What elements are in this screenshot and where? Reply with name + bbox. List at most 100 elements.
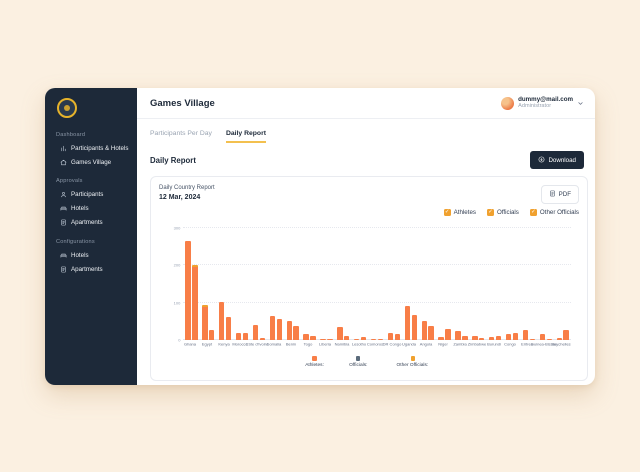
bar-segment-athletes (209, 329, 215, 340)
bar-segment-athletes (522, 329, 529, 340)
x-axis-label: Burundi (486, 342, 501, 347)
tab-daily-report[interactable]: Daily Report (225, 130, 266, 143)
x-axis-label: Kenya (217, 342, 230, 347)
country-group-morocco: Morocco (233, 228, 251, 347)
sidebar-item-participants[interactable]: Participants (55, 187, 133, 201)
bar (479, 337, 485, 340)
bar (522, 329, 529, 340)
sidebar-section-label: Dashboard (56, 132, 86, 138)
bar-segment-athletes (354, 338, 360, 340)
gridline-100: 100 (173, 300, 571, 305)
sidebar-item-hotels[interactable]: Hotels (55, 202, 133, 216)
bar (303, 334, 309, 340)
checkbox-checked-icon[interactable]: ✓ (443, 209, 451, 216)
bar-segment-athletes (252, 324, 259, 340)
bar (394, 334, 401, 340)
bar-segment-athletes (438, 337, 444, 340)
country-group-togo: Togo (301, 228, 318, 347)
bar (320, 338, 326, 340)
user-email: dummy@mail.com (518, 95, 573, 103)
games-logo-icon (57, 98, 77, 118)
hotel-icon (60, 252, 67, 259)
sidebar: Dashboard Participants & Hotels Games Vill… (45, 88, 137, 385)
gridline-300: 300 (173, 226, 571, 230)
sidebar-item-games-village[interactable]: Games Village (55, 155, 133, 169)
apartment-icon (60, 219, 67, 226)
pdf-button[interactable]: PDF (540, 185, 579, 204)
sidebar-item-label: Participants (71, 190, 104, 198)
user-menu[interactable]: dummy@mail.com Administrator (501, 94, 584, 112)
card-date: 12 Mar, 2024 (159, 193, 201, 201)
bar-segment-athletes (259, 338, 266, 340)
bar (219, 302, 225, 340)
filter-officials[interactable]: ✓ Officials (487, 209, 519, 216)
bar (411, 314, 417, 340)
x-axis-label: Congo (504, 342, 517, 347)
bar-segment-athletes (377, 339, 384, 340)
legend-swatch (312, 356, 317, 361)
x-axis-label: Côte d'Ivoire (246, 342, 269, 347)
bar-segment-athletes (512, 332, 519, 340)
filter-label: Other Officials (539, 209, 579, 216)
x-axis-label: Benin (285, 342, 297, 347)
bar (512, 332, 519, 340)
bar (242, 333, 249, 340)
bar-segment-athletes (310, 336, 316, 340)
country-group-congo: Congo (504, 228, 521, 347)
gridline-200: 200 (173, 263, 571, 268)
filter-label: Officials (497, 209, 519, 216)
bar-segment-athletes (185, 241, 191, 340)
chevron-down-icon[interactable] (577, 94, 584, 112)
filter-other-officials[interactable]: ✓ Other Officials (529, 209, 579, 216)
country-group-burundi: Burundi (487, 228, 504, 347)
checkbox-checked-icon[interactable]: ✓ (487, 209, 494, 216)
sidebar-item-apartments[interactable]: Apartments (55, 216, 133, 230)
filter-athletes[interactable]: ✓ Athletes (443, 209, 476, 216)
country-group-eritrea: Eritrea (521, 228, 538, 347)
bar (387, 332, 394, 340)
sidebar-item-participants-hotels[interactable]: Participants & Hotels (55, 141, 133, 155)
bar (225, 316, 232, 340)
country-group-benin: Benin (284, 228, 301, 347)
bar-segment-athletes (235, 332, 242, 340)
sidebar-item-apartments[interactable]: Apartments (55, 262, 133, 276)
bar-segment-athletes (479, 337, 485, 340)
bar-segment-athletes (421, 321, 427, 340)
tab-participants-per-day[interactable]: Participants Per Day (150, 130, 212, 137)
checkbox-checked-icon[interactable]: ✓ (529, 209, 537, 216)
bar-segment-athletes (320, 338, 326, 340)
y-axis-tick: 200 (173, 263, 180, 268)
user-role: Administrator (518, 103, 552, 110)
bar (360, 337, 367, 340)
x-axis-label: Ghana (183, 342, 196, 347)
legend-swatch (355, 356, 361, 361)
bar-segment-athletes (455, 330, 461, 340)
bar-segment-athletes (337, 326, 343, 340)
legend-item-officials: Officials: (343, 356, 374, 371)
x-axis-label: Togo (303, 342, 313, 347)
bar-segment-other-officials (202, 304, 208, 308)
x-axis-label: Seychelles (551, 342, 571, 347)
bar (252, 324, 259, 340)
bar (546, 339, 552, 340)
bar-segment-athletes (394, 334, 401, 340)
bar-segment-athletes (276, 318, 282, 340)
bar (455, 330, 461, 340)
country-group-zambia: Zambia (453, 228, 470, 347)
series-filters: ✓ Athletes ✓ Officials ✓ Other Officials (159, 209, 579, 216)
sidebar-item-label: Participants & Hotels (71, 144, 129, 152)
bar-segment-other-officials (192, 264, 198, 268)
bar (202, 304, 208, 340)
sidebar-item-label: Apartments (71, 219, 103, 227)
bar-segment-athletes (370, 338, 377, 340)
bar (344, 335, 350, 340)
bar (293, 326, 299, 340)
download-button[interactable]: Download (529, 151, 584, 169)
bar-segment-athletes (529, 338, 536, 340)
y-axis-tick: 300 (173, 225, 180, 231)
bar-segment-athletes (505, 334, 512, 340)
bar-segment-athletes (293, 326, 299, 340)
sidebar-item-hotels[interactable]: Hotels (55, 248, 133, 262)
x-axis-label: Guinea-Bissau (531, 342, 558, 347)
bar-chart-icon (60, 145, 67, 152)
